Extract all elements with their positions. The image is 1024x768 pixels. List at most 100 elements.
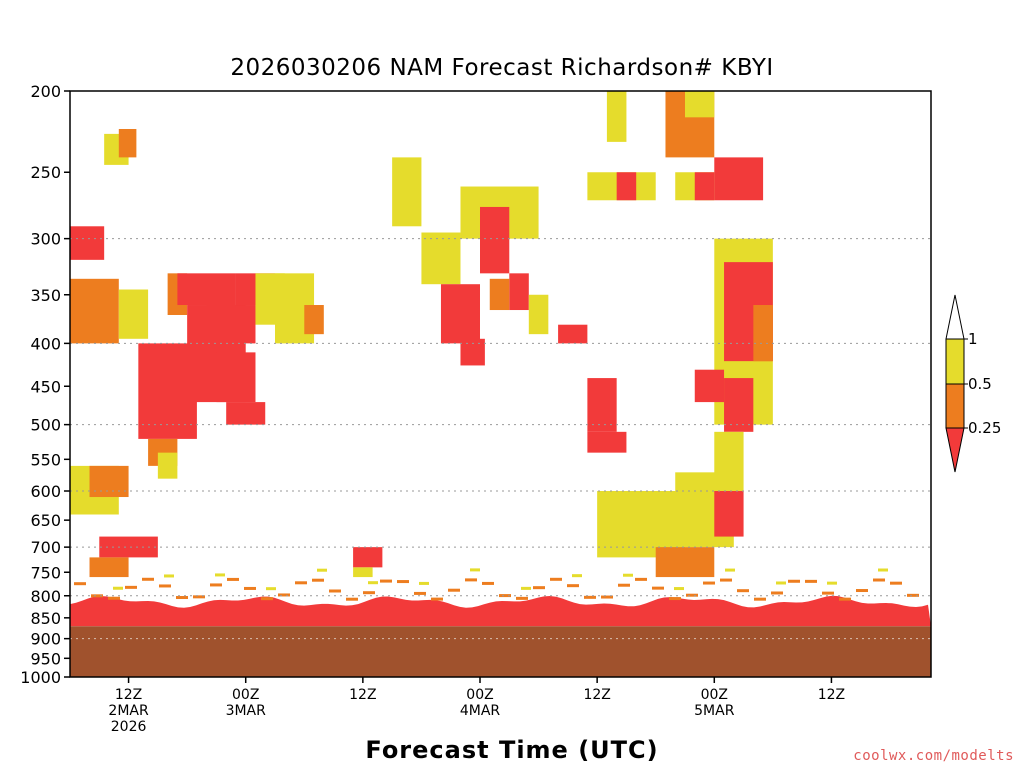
low-level-strand [380, 579, 392, 583]
ri-region [724, 378, 754, 432]
low-level-strand [125, 585, 137, 589]
ri-region [714, 157, 764, 201]
ri-region [714, 431, 744, 492]
low-level-strand [266, 587, 276, 591]
low-level-strand [210, 583, 222, 587]
y-tick-label: 650 [30, 511, 61, 530]
low-level-strand [193, 595, 205, 599]
low-level-strand [108, 596, 120, 600]
low-level-strand [873, 578, 885, 582]
low-level-strand [295, 581, 307, 585]
ri-region [685, 91, 715, 118]
x-tick-label: 00Z [466, 687, 493, 703]
x-tick-label: 5MAR [694, 703, 735, 719]
low-level-strand [771, 591, 783, 595]
x-tick-label: 12Z [818, 687, 845, 703]
low-level-strand [278, 593, 290, 597]
ri-region [460, 338, 485, 366]
low-level-strand [419, 581, 429, 585]
ri-region [89, 465, 129, 498]
low-level-strand [499, 594, 511, 598]
low-level-strand [652, 586, 664, 590]
ri-region [157, 452, 178, 479]
ri-region [226, 402, 266, 425]
x-tick-label: 3MAR [226, 703, 267, 719]
ri-region [177, 273, 236, 306]
ri-region [616, 172, 637, 201]
y-tick-label: 400 [30, 334, 61, 353]
low-level-strand [363, 591, 375, 595]
low-level-strand [720, 578, 732, 582]
ri-region [99, 536, 158, 558]
low-level-strand [686, 593, 698, 597]
plot-area [70, 91, 931, 678]
ri-region [587, 378, 617, 432]
low-level-strand [703, 581, 715, 585]
low-level-strand [521, 586, 531, 590]
x-tick-label: 4MAR [460, 703, 501, 719]
ri-region [655, 547, 715, 578]
x-tick-label: 2026 [111, 719, 147, 735]
ri-region [694, 172, 715, 201]
low-level-strand [856, 589, 868, 593]
x-tick-label: 00Z [701, 687, 728, 703]
colorbar: 1 0.5 0.25 [945, 294, 1001, 473]
low-level-strand [397, 580, 409, 584]
x-tick-label: 00Z [232, 687, 259, 703]
ri-region [694, 369, 725, 403]
low-level-strand [618, 583, 630, 587]
x-tick-label: 12Z [115, 687, 142, 703]
ri-region [70, 226, 105, 260]
low-level-strand [215, 573, 225, 577]
ri-region [304, 305, 324, 335]
ri-region [353, 547, 383, 568]
ri-region [216, 352, 256, 403]
ri-region [714, 491, 744, 537]
y-tick-label: 250 [30, 163, 61, 182]
colorbar-segment [945, 338, 965, 385]
low-level-strand [601, 595, 613, 599]
low-level-strand [91, 594, 103, 598]
ri-region [206, 305, 256, 344]
low-level-strand [805, 579, 817, 583]
y-tick-label: 950 [30, 649, 61, 668]
low-level-strand [159, 584, 171, 588]
low-level-strand [550, 577, 562, 581]
low-level-strand [244, 586, 256, 590]
credit-link[interactable]: coolwx.com/modelts [853, 748, 1014, 764]
ri-region [489, 278, 510, 311]
y-tick-label: 550 [30, 450, 61, 469]
low-level-strand [74, 582, 86, 586]
low-level-strand [788, 579, 800, 583]
ri-region [421, 232, 461, 285]
low-level-strand [584, 595, 596, 599]
y-tick-label: 1000 [20, 668, 61, 687]
y-tick-label: 750 [30, 563, 61, 582]
colorbar-segment [945, 294, 965, 340]
low-level-strand [261, 597, 273, 601]
low-level-strand [907, 593, 919, 597]
low-level-strand [414, 591, 426, 595]
y-tick-label: 900 [30, 630, 61, 649]
colorbar-tick-label: 1 [968, 330, 978, 348]
low-level-strand [368, 581, 378, 585]
low-level-strand [567, 584, 579, 588]
low-level-strand [164, 574, 174, 578]
low-level-strand [312, 578, 324, 582]
colorbar-segment [945, 383, 965, 429]
low-level-strand [227, 577, 239, 581]
x-tick-label: 2MAR [108, 703, 149, 719]
low-level-strand [516, 596, 528, 600]
ri-region [392, 157, 422, 227]
low-level-strand [822, 591, 834, 595]
low-level-strand [142, 577, 154, 581]
low-level-strand [448, 588, 460, 592]
plot-frame [69, 90, 932, 678]
low-level-strand [890, 581, 902, 585]
ri-region [509, 273, 529, 311]
low-level-strand [725, 568, 735, 572]
low-level-strand [878, 568, 888, 572]
ri-region [89, 557, 129, 578]
low-level-strand [572, 574, 582, 578]
